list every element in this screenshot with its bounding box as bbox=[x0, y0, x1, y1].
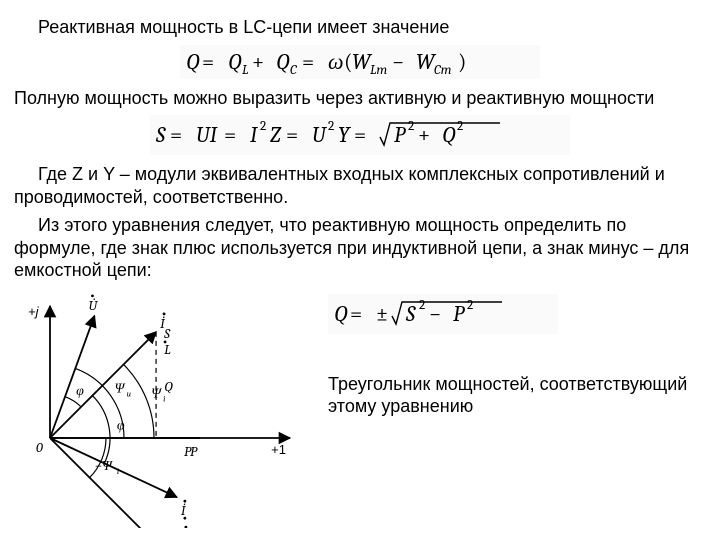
svg-text:=: = bbox=[302, 49, 314, 75]
svg-text:i: i bbox=[163, 394, 165, 404]
svg-text:i: i bbox=[117, 467, 119, 477]
formula-q-pm: Q = ±S2 − P2 bbox=[328, 294, 706, 339]
svg-text:+: + bbox=[252, 49, 264, 75]
svg-text:0: 0 bbox=[36, 439, 43, 456]
svg-text:=: = bbox=[354, 122, 366, 148]
svg-text:Q: Q bbox=[334, 301, 348, 327]
svg-text:u: u bbox=[126, 389, 131, 399]
svg-text:L: L bbox=[242, 63, 249, 78]
svg-text:2: 2 bbox=[260, 119, 266, 134]
svg-text:=: = bbox=[170, 122, 182, 148]
svg-text:UI: UI bbox=[196, 122, 218, 148]
svg-text:Q: Q bbox=[186, 49, 200, 75]
svg-text:=: = bbox=[286, 122, 298, 148]
svg-text:2: 2 bbox=[467, 298, 473, 313]
svg-text:S: S bbox=[155, 122, 166, 148]
svg-text:U̇: U̇ bbox=[88, 296, 98, 313]
svg-text:=: = bbox=[202, 49, 214, 75]
svg-text:φ: φ bbox=[117, 416, 125, 433]
svg-text:±: ± bbox=[376, 301, 388, 327]
svg-text:2: 2 bbox=[408, 119, 414, 134]
svg-text:=: = bbox=[224, 122, 236, 148]
svg-text:Ψ: Ψ bbox=[114, 379, 125, 396]
svg-text:S: S bbox=[405, 301, 416, 327]
para-2: Полную мощность можно выразить через акт… bbox=[14, 87, 706, 110]
para-1: Реактивная мощность в LC-цепи имеет знач… bbox=[14, 16, 706, 39]
svg-text:Lm: Lm bbox=[370, 63, 387, 78]
svg-text:−Ψ: −Ψ bbox=[95, 457, 113, 474]
svg-text:P: P bbox=[184, 443, 192, 460]
power-triangle-diagram: +1+j0U̇İPPİİ*SLQφΨuΨiφ−Ψi bbox=[14, 288, 314, 533]
formula-q-lc: Q = QL + QC = ω(WLm − WCm) bbox=[14, 45, 706, 79]
svg-text:+1: +1 bbox=[271, 442, 286, 457]
svg-text:S: S bbox=[163, 324, 171, 341]
svg-text:Cm: Cm bbox=[434, 63, 452, 78]
svg-text:Q: Q bbox=[442, 122, 456, 148]
para-3: Где Z и Y – модули эквивалентных входных… bbox=[14, 163, 706, 208]
svg-text:−: − bbox=[429, 301, 441, 327]
svg-text:2: 2 bbox=[419, 298, 425, 313]
svg-text:U: U bbox=[312, 122, 327, 148]
svg-text:φ: φ bbox=[76, 381, 84, 398]
svg-text:=: = bbox=[350, 301, 362, 327]
svg-text:ω: ω bbox=[328, 49, 344, 75]
svg-text:P: P bbox=[190, 443, 198, 460]
svg-text:+j: +j bbox=[28, 304, 40, 319]
svg-text:): ) bbox=[458, 49, 466, 75]
svg-text:L: L bbox=[164, 340, 171, 357]
svg-text:Q: Q bbox=[228, 49, 242, 75]
svg-text:I: I bbox=[250, 122, 258, 148]
svg-text:Ψ: Ψ bbox=[151, 384, 162, 401]
svg-text:P: P bbox=[394, 122, 406, 148]
svg-text:Q: Q bbox=[164, 377, 173, 394]
svg-text:Z: Z bbox=[270, 122, 282, 148]
svg-text:P: P bbox=[453, 301, 465, 327]
para-5: Треугольник мощностей, соответствующий э… bbox=[328, 373, 706, 418]
svg-text:Q: Q bbox=[276, 49, 290, 75]
svg-text:−: − bbox=[392, 49, 404, 75]
svg-text:2: 2 bbox=[457, 119, 463, 134]
svg-text:+: + bbox=[418, 122, 430, 148]
para-4: Из этого уравнения следует, что реактивн… bbox=[14, 214, 706, 282]
svg-text:2: 2 bbox=[328, 119, 334, 134]
formula-s: S = UI = I2Z = U2Y = P2 + Q2 bbox=[14, 115, 706, 155]
